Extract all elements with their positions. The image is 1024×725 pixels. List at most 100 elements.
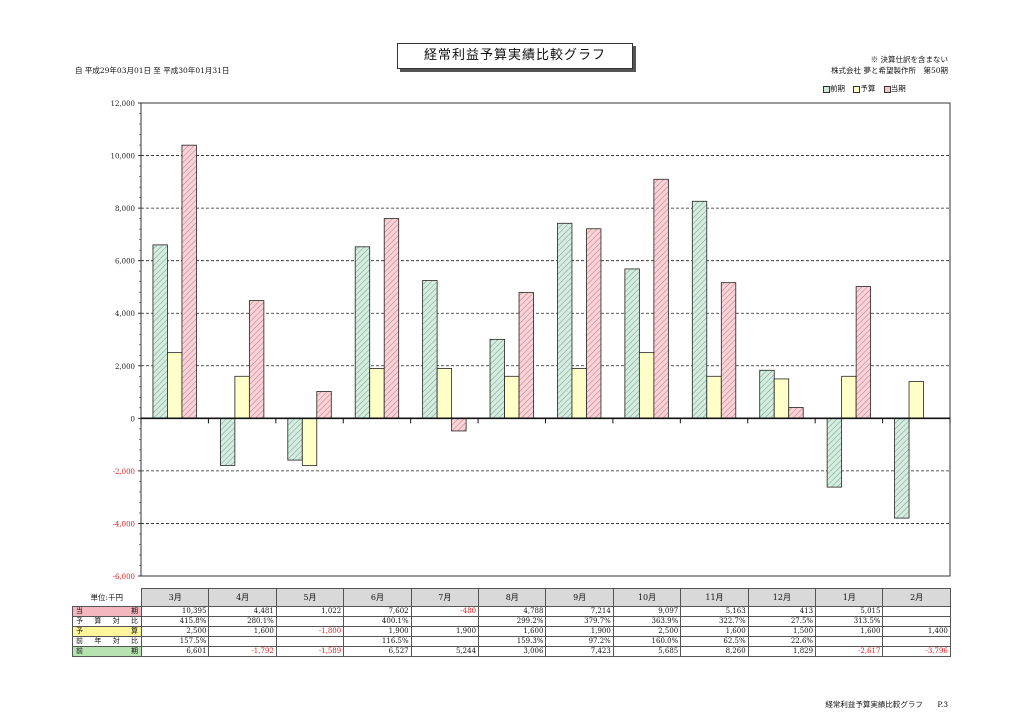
- table-cell: 5,685: [612, 646, 682, 657]
- table-cell: 1,600: [680, 626, 749, 637]
- bar-current: [451, 417, 467, 432]
- month-header: 5月: [275, 588, 345, 607]
- table-cell: 97.2%: [545, 636, 614, 647]
- bar-budget: [504, 375, 520, 419]
- bar-current: [383, 218, 400, 419]
- month-header: 2月: [882, 588, 951, 607]
- table-cell: -1,792: [208, 646, 277, 657]
- bar-current: [316, 391, 332, 419]
- table-cell: [882, 616, 951, 627]
- month-header: 1月: [815, 588, 884, 607]
- bar-prev: [624, 268, 640, 419]
- table-cell: 7,214: [545, 606, 614, 617]
- table-cell: 27.5%: [747, 616, 817, 627]
- y-tick-label: 2,000: [115, 363, 135, 371]
- table-header-row: 単位:千円 3月 4月 5月 6月 7月 8月 9月 10月 11月 12月 1月 2月: [72, 588, 951, 607]
- table-row: 当 期 10,395 4,481 1,022 7,602 -480 4,788 7,214 9,…: [72, 606, 951, 617]
- row-label: 前年対比: [72, 636, 142, 647]
- table-cell: 7,602: [343, 606, 412, 617]
- chart-title: 経常利益予算実績比較グラフ: [397, 43, 633, 69]
- table-cell: [410, 616, 480, 627]
- bar-current: [586, 228, 602, 419]
- table-cell: [208, 636, 277, 647]
- table-cell: 280.1%: [208, 616, 277, 627]
- table-cell: 9,097: [612, 606, 682, 617]
- table-cell: 4,481: [208, 606, 277, 617]
- table-cell: 1,900: [545, 626, 614, 637]
- bar-budget: [908, 381, 924, 419]
- bar-prev: [152, 244, 168, 419]
- bar-budget: [638, 352, 655, 419]
- legend: 前期 予算 当期: [823, 84, 906, 94]
- table-row: 前年対比 157.5% 116.5% 159.3% 97.2% 160.0% 62.5% 22…: [72, 636, 951, 647]
- table-cell: -1,589: [275, 646, 345, 657]
- table-cell: 1,500: [747, 626, 817, 637]
- bar-budget: [706, 375, 722, 419]
- legend-swatch-current: [883, 85, 891, 93]
- legend-item-budget: 予算: [853, 84, 875, 93]
- table-cell: 157.5%: [140, 636, 210, 647]
- bar-budget: [436, 368, 453, 419]
- bar-prev: [219, 417, 236, 466]
- bar-current: [181, 144, 197, 419]
- table-cell: -3,796: [882, 646, 951, 657]
- table-cell: 10,395: [140, 606, 210, 617]
- table-cell: 299.2%: [478, 616, 547, 627]
- bar-prev: [691, 200, 708, 419]
- y-tick-label: 10,000: [111, 153, 136, 161]
- table-cell: 3,006: [478, 646, 547, 657]
- bar-prev: [354, 246, 371, 419]
- table-cell: 1,600: [815, 626, 884, 637]
- bar-prev: [826, 417, 843, 488]
- bar-chart: 12,000 10,000 8,000 6,000 4,000 2,000 0 -2,000 -…: [111, 100, 951, 581]
- closing-note: ※ 決算仕訳を含まない: [870, 55, 948, 64]
- bar-budget: [369, 368, 385, 419]
- table-cell: 6,527: [343, 646, 412, 657]
- bar-budget: [773, 378, 790, 419]
- y-tick-label: 0: [131, 415, 135, 423]
- table-cell: 322.7%: [680, 616, 749, 627]
- table-cell: 4,788: [478, 606, 547, 617]
- row-label: 当 期: [72, 606, 142, 617]
- row-label: 予 算: [72, 626, 142, 637]
- bar-current: [720, 282, 737, 419]
- table-cell: 1,600: [208, 626, 277, 637]
- table-cell: 160.0%: [612, 636, 682, 647]
- month-header: 6月: [343, 588, 412, 607]
- table-cell: 1,600: [478, 626, 547, 637]
- bar-prev: [894, 417, 910, 519]
- table-cell: 2,500: [140, 626, 210, 637]
- table-cell: [882, 636, 951, 647]
- y-tick-label: -6,000: [113, 573, 135, 581]
- bar-budget: [841, 375, 857, 419]
- table-cell: -480: [410, 606, 480, 617]
- bar-current: [788, 407, 804, 419]
- footer-title: 経常利益予算実績比較グラフ: [825, 700, 923, 709]
- y-tick-label: 6,000: [115, 258, 135, 266]
- month-header: 12月: [747, 588, 817, 607]
- table-cell: 1,022: [275, 606, 345, 617]
- table-cell: 400.1%: [343, 616, 412, 627]
- table-cell: 1,900: [410, 626, 480, 637]
- table-cell: 1,900: [343, 626, 412, 637]
- page-number: P.3: [937, 700, 948, 709]
- table-cell: 5,163: [680, 606, 749, 617]
- y-tick-label: 4,000: [115, 310, 135, 318]
- legend-item-current: 当期: [883, 84, 906, 93]
- month-header: 4月: [208, 588, 277, 607]
- bar-current: [248, 300, 265, 419]
- bar-current: [653, 178, 669, 419]
- bar-current: [518, 292, 534, 419]
- footer: 経常利益予算実績比較グラフ P.3: [825, 700, 948, 710]
- table-cell: 22.6%: [747, 636, 817, 647]
- legend-item-prev: 前期: [823, 84, 845, 93]
- y-tick-label: -4,000: [113, 520, 135, 528]
- table-cell: 363.9%: [612, 616, 682, 627]
- plot-area: [140, 102, 951, 577]
- month-header: 7月: [410, 588, 480, 607]
- bar-prev: [759, 369, 775, 419]
- bar-prev: [422, 280, 438, 419]
- bar-budget: [301, 417, 318, 467]
- data-table: 単位:千円 3月 4月 5月 6月 7月 8月 9月 10月 11月 12月 1月 2月当 期 10,39…: [72, 588, 951, 657]
- table-cell: 8,260: [680, 646, 749, 657]
